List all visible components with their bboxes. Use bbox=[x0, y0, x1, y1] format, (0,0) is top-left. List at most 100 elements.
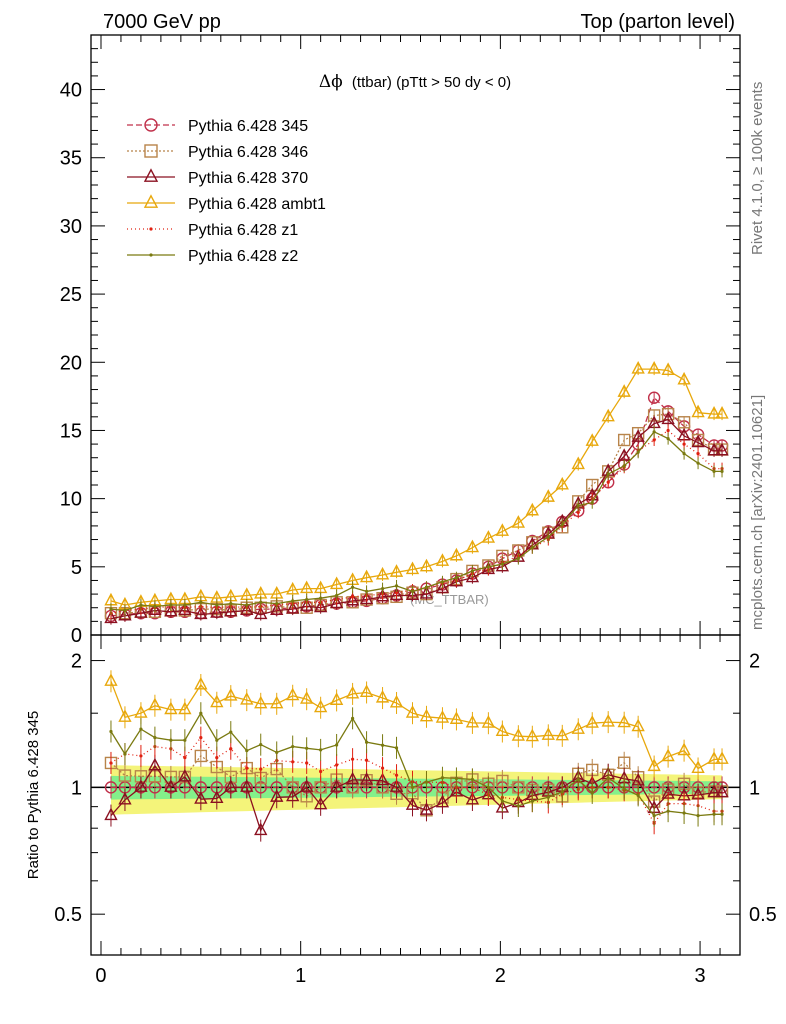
legend-item: Pythia 6.428 z2 bbox=[127, 248, 298, 265]
x-tick-label: 1 bbox=[295, 965, 306, 987]
series-line bbox=[110, 396, 722, 617]
ratio-point bbox=[254, 822, 268, 836]
watermark: (MC_TTBAR) bbox=[410, 592, 489, 607]
ratio-point bbox=[148, 697, 162, 711]
ratio-point bbox=[715, 784, 729, 798]
ratio-point bbox=[109, 729, 113, 734]
data-point bbox=[617, 433, 631, 447]
ratio-point bbox=[286, 788, 300, 802]
data-point bbox=[350, 595, 355, 599]
x-tick-label: 0 bbox=[95, 965, 106, 987]
data-point bbox=[410, 589, 415, 593]
ratio-tick-label: 2 bbox=[71, 651, 82, 673]
ratio-point bbox=[389, 779, 404, 792]
ratio-point bbox=[319, 748, 323, 752]
data-point bbox=[516, 557, 520, 561]
data-point bbox=[682, 442, 686, 446]
ratio-point bbox=[454, 776, 459, 781]
ratio-point bbox=[652, 814, 656, 818]
ratio-point bbox=[194, 676, 208, 690]
data-point bbox=[647, 391, 661, 404]
ratio-point bbox=[375, 689, 390, 703]
data-point bbox=[631, 429, 645, 442]
ratio-point bbox=[720, 812, 724, 816]
data-point bbox=[319, 596, 323, 600]
y-tick-label: 40 bbox=[60, 80, 82, 102]
ratio-point bbox=[134, 705, 148, 718]
ratio-point bbox=[405, 705, 420, 718]
data-point bbox=[224, 603, 238, 617]
data-point bbox=[245, 603, 249, 607]
data-point bbox=[104, 610, 118, 624]
ratio-point bbox=[169, 738, 173, 742]
ratio-point bbox=[380, 766, 385, 770]
data-point bbox=[259, 600, 263, 604]
ratio-point bbox=[465, 791, 480, 805]
data-point bbox=[229, 602, 233, 606]
data-point bbox=[329, 576, 344, 590]
ratio-point bbox=[350, 757, 355, 761]
data-point bbox=[335, 593, 339, 598]
ratio-frame bbox=[90, 634, 741, 956]
data-point bbox=[691, 434, 705, 448]
legend-item: Pythia 6.428 346 bbox=[127, 144, 308, 161]
ratio-point bbox=[560, 790, 564, 794]
data-point bbox=[631, 360, 645, 374]
legend-item: Pythia 6.428 z1 bbox=[127, 222, 298, 239]
legend-marker bbox=[143, 194, 159, 208]
ratio-point bbox=[500, 799, 504, 803]
data-point bbox=[525, 502, 539, 516]
data-point bbox=[495, 558, 510, 572]
ratio-line bbox=[110, 755, 722, 812]
ratio-line bbox=[110, 711, 722, 817]
ratio-point bbox=[555, 727, 569, 741]
data-point bbox=[275, 602, 279, 606]
y-tick-label: 15 bbox=[60, 420, 82, 442]
data-point bbox=[590, 501, 594, 505]
ratio-point bbox=[194, 749, 208, 763]
ratio-point bbox=[178, 768, 192, 782]
ratio-point bbox=[183, 756, 187, 760]
data-point bbox=[677, 416, 691, 429]
ratio-point bbox=[210, 694, 224, 708]
ratio-point bbox=[359, 684, 374, 698]
data-point bbox=[696, 461, 700, 465]
data-point bbox=[148, 602, 162, 616]
ratio-point bbox=[254, 695, 268, 709]
ratio-point bbox=[585, 715, 599, 728]
ratio-tick-label-right: 0.5 bbox=[749, 904, 777, 926]
ratio-point bbox=[715, 751, 729, 764]
ratio-point bbox=[511, 728, 526, 741]
ratio-point bbox=[541, 727, 555, 740]
data-point bbox=[617, 384, 631, 397]
data-point bbox=[305, 597, 309, 602]
data-point bbox=[329, 595, 344, 609]
y-tick-label: 20 bbox=[60, 352, 82, 374]
data-point bbox=[254, 606, 268, 620]
ratio-series bbox=[104, 670, 729, 842]
data-point bbox=[691, 404, 705, 418]
data-point bbox=[454, 576, 459, 580]
ratio-point bbox=[275, 750, 279, 755]
data-point bbox=[153, 604, 157, 608]
data-point bbox=[291, 599, 295, 603]
data-point bbox=[541, 489, 555, 502]
ratio-point bbox=[335, 743, 339, 747]
ratio-point bbox=[215, 756, 219, 760]
data-point bbox=[661, 362, 675, 376]
ratio-point bbox=[631, 718, 645, 732]
data-point bbox=[350, 585, 355, 589]
ratio-point bbox=[194, 791, 208, 804]
data-point bbox=[394, 584, 399, 588]
ratio-point bbox=[123, 752, 127, 756]
ratio-point bbox=[215, 738, 219, 742]
data-point bbox=[696, 452, 700, 456]
data-point bbox=[511, 515, 526, 528]
data-point bbox=[405, 561, 420, 575]
ratio-point bbox=[329, 779, 344, 792]
data-point bbox=[661, 411, 675, 425]
ratio-point bbox=[148, 757, 162, 771]
data-point bbox=[380, 587, 385, 591]
ratio-point bbox=[329, 692, 344, 705]
